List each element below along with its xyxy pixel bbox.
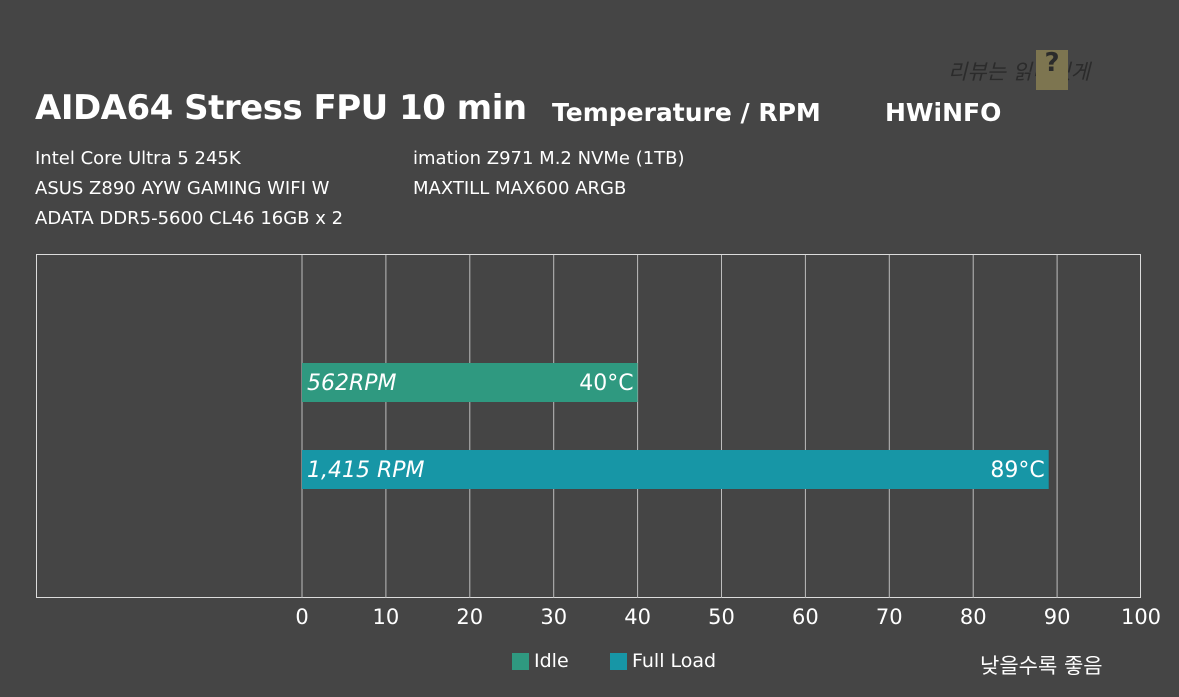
x-tick-label: 10	[373, 605, 400, 629]
bar-full-load	[302, 450, 1049, 489]
watermark-question-mark: ?	[1044, 48, 1060, 78]
plot-area	[36, 254, 1141, 598]
x-tick-label: 0	[295, 605, 308, 629]
x-tick-label: 20	[456, 605, 483, 629]
spec-cpu: Intel Core Ultra 5 245K	[35, 148, 241, 169]
x-tick-label: 80	[960, 605, 987, 629]
legend-swatch-idle	[512, 652, 529, 670]
x-tick-label: 40	[624, 605, 651, 629]
bar-rpm-label: 1,415 RPM	[307, 458, 425, 483]
chart-subtitle: Temperature / RPM	[552, 98, 821, 127]
spec-motherboard: ASUS Z890 AYW GAMING WIFI W	[35, 178, 330, 199]
spec-memory: ADATA DDR5-5600 CL46 16GB x 2	[35, 208, 344, 229]
x-tick-label: 70	[876, 605, 903, 629]
legend-label-idle: Idle	[534, 650, 569, 672]
spec-cooler: MAXTILL MAX600 ARGB	[413, 178, 627, 199]
legend-swatch-full-load	[610, 652, 627, 670]
x-tick-label: 90	[1044, 605, 1071, 629]
legend-item-idle: Idle	[512, 650, 569, 672]
bar-value-label: 40°C	[579, 371, 633, 396]
x-tick-label: 30	[540, 605, 567, 629]
bar-value-label: 89°C	[990, 458, 1044, 483]
watermark-logo	[1036, 50, 1068, 90]
x-tick-label: 50	[708, 605, 735, 629]
bar-idle	[302, 363, 638, 402]
lower-is-better-note: 낮을수록 좋음	[980, 654, 1103, 678]
legend-label-full-load: Full Load	[632, 650, 717, 672]
x-tick-label: 60	[792, 605, 819, 629]
chart-title: AIDA64 Stress FPU 10 min	[35, 88, 527, 128]
bar-rpm-label: 562RPM	[307, 371, 397, 396]
data-source-label: HWiNFO	[885, 98, 1002, 127]
legend-item-full-load: Full Load	[610, 650, 716, 672]
spec-storage: imation Z971 M.2 NVMe (1TB)	[413, 148, 685, 169]
x-tick-label: 100	[1121, 605, 1161, 629]
